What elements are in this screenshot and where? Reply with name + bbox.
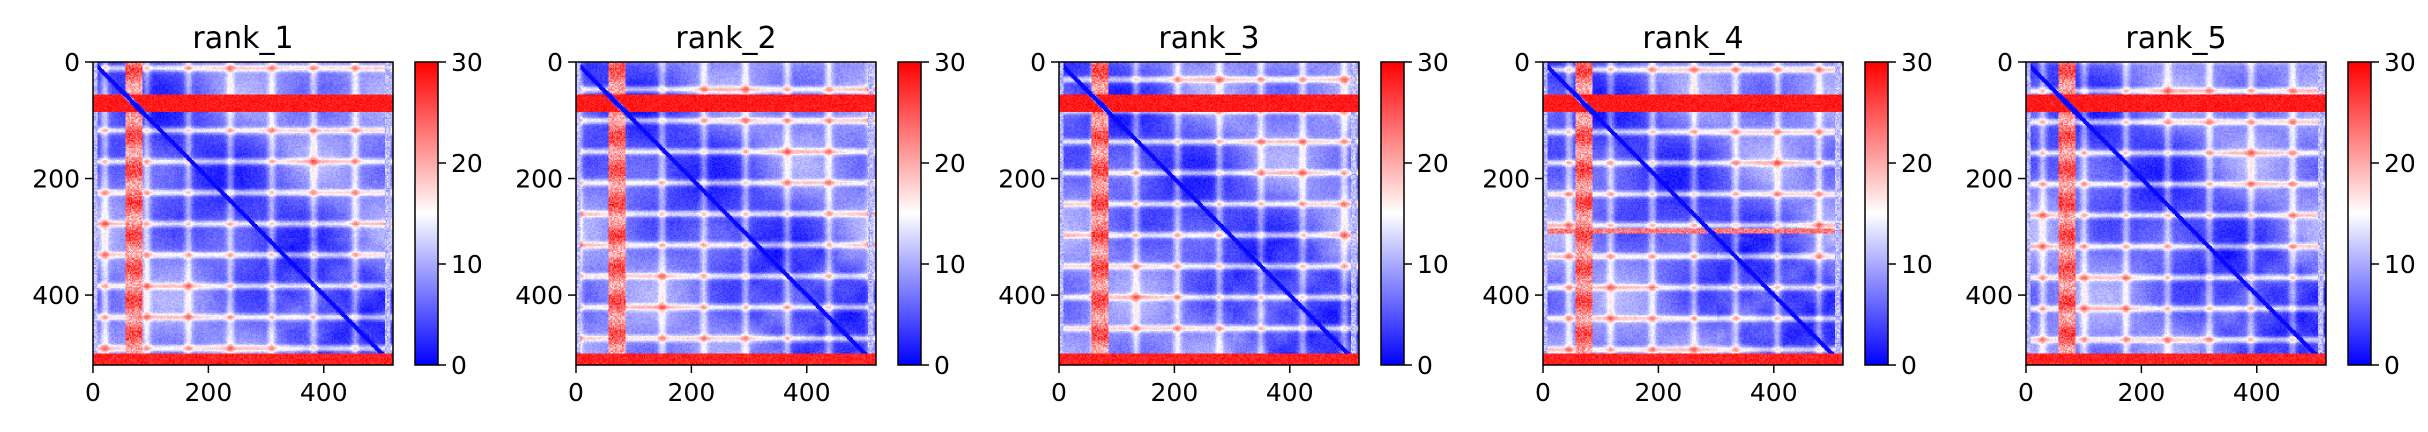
colorbar-tick-label: 30 [2384,48,2416,77]
axes-frame [1058,61,1360,366]
pae-heatmap-image [1059,62,1359,365]
colorbar-tick-label: 0 [934,351,950,380]
x-tick-label: 0 [1051,378,1067,407]
x-tick-label: 0 [1535,378,1551,407]
colorbar [2348,62,2371,365]
colorbar-tick-label: 0 [1417,351,1433,380]
colorbar [1865,62,1888,365]
axes-frame [92,61,394,366]
heatmap-panel-3: rank_3 0 200 400 0 200 400 0 10 20 30 [998,21,1449,407]
heatmap-panel-2: rank_2 0 200 400 0 200 400 0 10 20 30 [515,21,966,407]
x-tick-label: 0 [85,378,101,407]
colorbar-tick-label: 20 [451,149,483,178]
y-tick-label: 400 [1965,281,2013,310]
colorbar-tick-label: 0 [2384,351,2400,380]
y-tick-label: 0 [1030,48,1046,77]
y-tick-label: 200 [998,165,1046,194]
heatmap-panel-1: rank_1 0 200 400 0 200 400 0 10 20 30 [32,21,483,407]
x-tick-label: 400 [783,378,831,407]
colorbar-tick-label: 20 [934,149,966,178]
colorbar-tick-label: 20 [1417,149,1449,178]
x-tick-label: 0 [2018,378,2034,407]
y-tick-label: 400 [515,281,563,310]
colorbar-tick-label: 10 [451,250,483,279]
x-tick-label: 400 [1266,378,1314,407]
colorbar-frame [1380,61,1405,366]
colorbar [898,62,921,365]
panel-title: rank_1 [192,21,293,56]
axes-frame [575,61,877,366]
y-tick-label: 400 [32,281,80,310]
colorbar-tick-label: 30 [1417,48,1449,77]
axes-frame [1542,61,1844,366]
panel-title: rank_3 [1158,21,1259,56]
colorbar-tick-label: 10 [1417,250,1449,279]
colorbar-tick-label: 30 [934,48,966,77]
y-tick-label: 200 [1965,165,2013,194]
pae-heatmap-image [576,62,876,365]
x-tick-label: 200 [668,378,716,407]
colorbar-tick-label: 0 [1901,351,1917,380]
y-tick-label: 200 [32,165,80,194]
x-tick-label: 400 [1750,378,1798,407]
x-tick-label: 200 [1635,378,1683,407]
colorbar-frame [1864,61,1889,366]
y-tick-label: 0 [1997,48,2013,77]
x-tick-label: 200 [185,378,233,407]
colorbar-tick-label: 30 [1901,48,1933,77]
colorbar-tick-label: 10 [1901,250,1933,279]
pae-heatmap-image [93,62,393,365]
panel-title: rank_4 [1642,21,1743,56]
x-tick-label: 400 [2233,378,2281,407]
colorbar-tick-label: 20 [2384,149,2416,178]
x-tick-label: 0 [568,378,584,407]
colorbar-frame [414,61,439,366]
colorbar-frame [2347,61,2372,366]
y-tick-label: 0 [64,48,80,77]
colorbar-tick-label: 10 [934,250,966,279]
y-tick-label: 200 [1482,165,1530,194]
x-tick-label: 400 [300,378,348,407]
colorbar-tick-label: 10 [2384,250,2416,279]
y-tick-label: 0 [547,48,563,77]
y-tick-label: 400 [998,281,1046,310]
y-tick-label: 400 [1482,281,1530,310]
heatmap-panel-5: rank_5 0 200 400 0 200 400 0 10 20 30 [1965,21,2416,407]
colorbar-tick-label: 30 [451,48,483,77]
colorbar [1381,62,1404,365]
colorbar [415,62,438,365]
axes-frame [2025,61,2327,366]
pae-heatmap-image [1543,62,1843,365]
x-tick-label: 200 [1151,378,1199,407]
colorbar-frame [897,61,922,366]
heatmap-panel-4: rank_4 0 200 400 0 200 400 0 10 20 30 [1482,21,1933,407]
y-tick-label: 0 [1514,48,1530,77]
panel-title: rank_5 [2125,21,2226,56]
colorbar-tick-label: 0 [451,351,467,380]
y-tick-label: 200 [515,165,563,194]
x-tick-label: 200 [2118,378,2166,407]
colorbar-tick-label: 20 [1901,149,1933,178]
panel-title: rank_2 [675,21,776,56]
pae-heatmap-image [2026,62,2326,365]
